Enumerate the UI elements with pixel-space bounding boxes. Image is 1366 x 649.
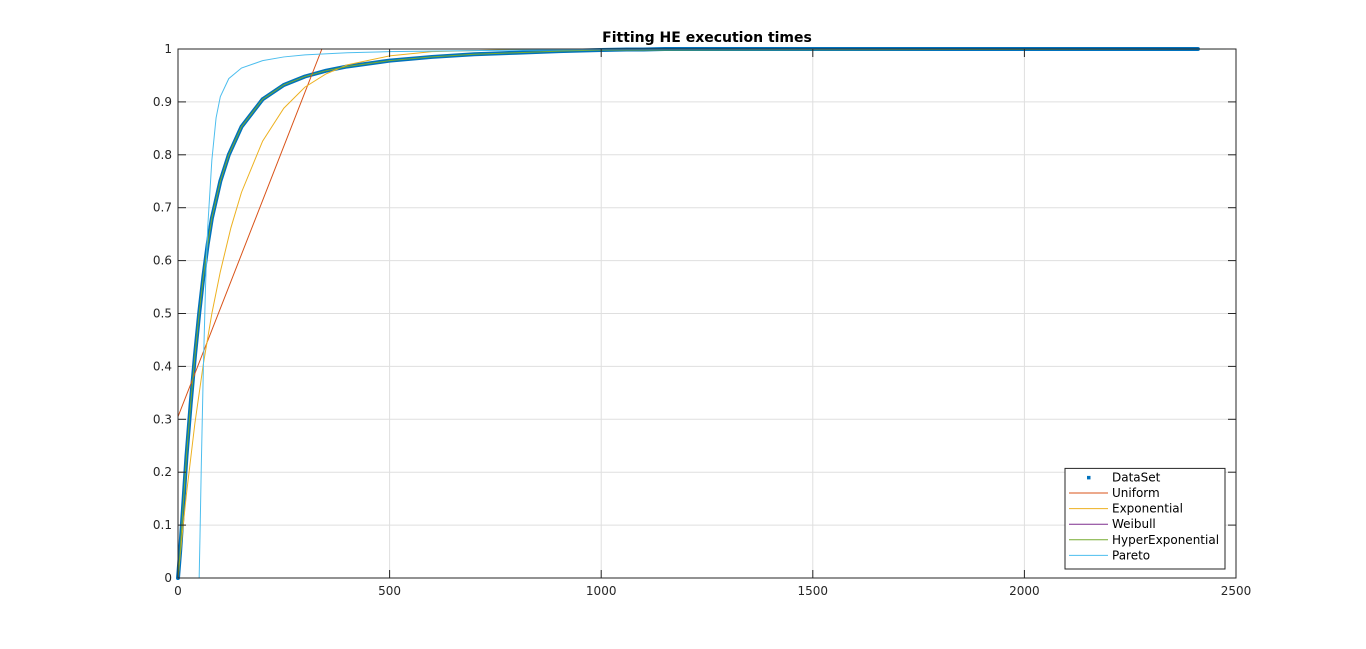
x-tick-label: 0 <box>174 584 182 598</box>
y-tick-label: 0.2 <box>153 465 172 479</box>
legend-label-pareto: Pareto <box>1112 548 1150 562</box>
x-tick-label: 500 <box>378 584 401 598</box>
y-tick-label: 0.6 <box>153 254 172 268</box>
y-tick-label: 0.8 <box>153 148 172 162</box>
y-tick-label: 0.3 <box>153 412 172 426</box>
legend-label-hyperexponential: HyperExponential <box>1112 533 1219 547</box>
legend-box <box>1064 467 1226 570</box>
x-tick-label: 2500 <box>1221 584 1252 598</box>
y-tick-label: 0 <box>164 571 172 585</box>
series-exponential-line <box>177 48 1236 579</box>
legend-label-weibull: Weibull <box>1112 517 1156 531</box>
y-tick-label: 0.7 <box>153 201 172 215</box>
y-tick-label: 0.9 <box>153 95 172 109</box>
x-tick-label: 1000 <box>586 584 617 598</box>
legend-swatch-dataset <box>1087 475 1091 480</box>
legend-label-uniform: Uniform <box>1112 486 1160 500</box>
series-hyperexponential-line <box>177 48 1237 579</box>
y-tick-label: 0.5 <box>153 307 172 321</box>
axis-ticks: 0 500 1000 1500 2000 2500 0 0.1 0.2 0.3 0.4 0.5 0.6 0… <box>153 42 1251 598</box>
x-tick-label: 1500 <box>798 584 829 598</box>
y-tick-label: 0.1 <box>153 518 172 532</box>
y-tick-label: 1 <box>164 42 172 56</box>
legend-label-exponential: Exponential <box>1112 502 1183 516</box>
legend-label-dataset: DataSet <box>1112 470 1161 484</box>
y-tick-label: 0.4 <box>153 359 172 373</box>
x-tick-label: 2000 <box>1009 584 1040 598</box>
series-pareto-line <box>178 48 1237 579</box>
chart-title: Fitting HE execution times <box>602 30 812 46</box>
